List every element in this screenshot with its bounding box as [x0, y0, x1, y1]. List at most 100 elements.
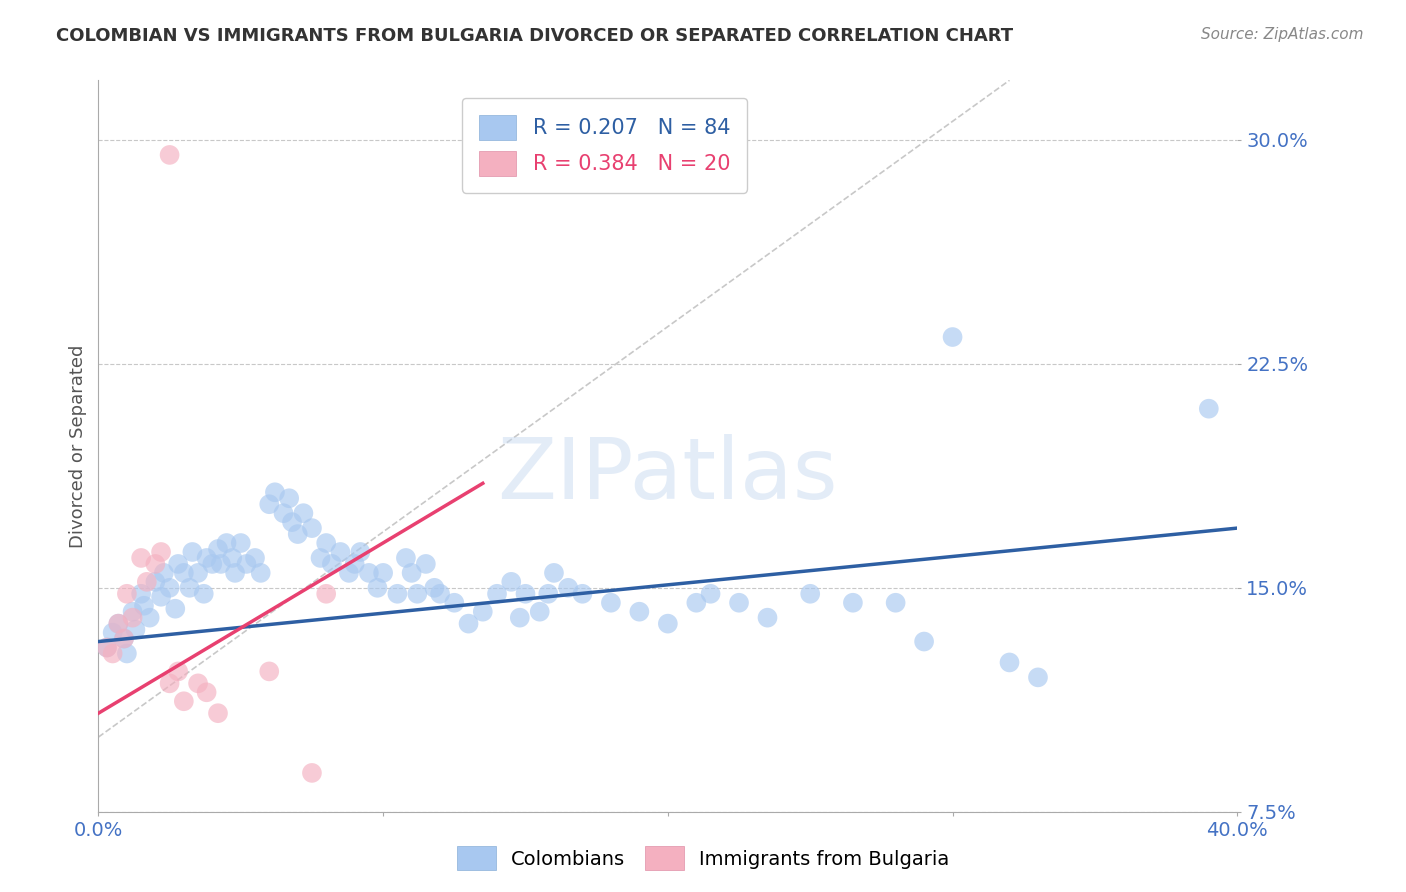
Point [571, 587, 593, 601]
Point [209, 557, 232, 571]
Point [543, 566, 565, 580]
Point [101, 625, 124, 640]
Point [259, 497, 281, 511]
Point [187, 676, 209, 690]
Point [315, 587, 337, 601]
Point [842, 596, 865, 610]
Point [457, 616, 479, 631]
Point [195, 551, 218, 566]
Point [884, 596, 907, 610]
Point [173, 566, 195, 580]
Point [145, 574, 167, 589]
Point [423, 581, 446, 595]
Point [486, 587, 509, 601]
Point [96, 640, 118, 655]
Point [329, 545, 352, 559]
Point [557, 581, 579, 595]
Legend: Colombians, Immigrants from Bulgaria: Colombians, Immigrants from Bulgaria [449, 838, 957, 878]
Text: COLOMBIAN VS IMMIGRANTS FROM BULGARIA DIVORCED OR SEPARATED CORRELATION CHART: COLOMBIAN VS IMMIGRANTS FROM BULGARIA DI… [56, 27, 1014, 45]
Point [501, 574, 523, 589]
Point [998, 656, 1021, 670]
Point [287, 527, 309, 541]
Point [229, 536, 252, 550]
Point [343, 557, 366, 571]
Point [165, 601, 187, 615]
Point [942, 330, 965, 344]
Point [373, 566, 395, 580]
Point [699, 587, 721, 601]
Point [112, 632, 135, 646]
Point [471, 605, 494, 619]
Point [173, 694, 195, 708]
Point [243, 551, 266, 566]
Point [167, 665, 190, 679]
Point [515, 587, 537, 601]
Text: ZIPatlas: ZIPatlas [498, 434, 838, 516]
Point [115, 587, 138, 601]
Point [799, 587, 821, 601]
Point [278, 491, 301, 506]
Point [1198, 401, 1220, 416]
Point [443, 596, 465, 610]
Point [366, 581, 388, 595]
Point [129, 587, 152, 601]
Point [145, 557, 167, 571]
Point [129, 551, 152, 566]
Point [187, 566, 209, 580]
Point [628, 605, 651, 619]
Point [315, 536, 337, 550]
Point [337, 566, 360, 580]
Point [509, 610, 531, 624]
Point [207, 706, 229, 721]
Point [1026, 670, 1049, 684]
Point [195, 685, 218, 699]
Point [181, 545, 204, 559]
Point [167, 557, 190, 571]
Point [107, 616, 129, 631]
Y-axis label: Divorced or Separated: Divorced or Separated [69, 344, 87, 548]
Point [224, 566, 246, 580]
Point [135, 574, 157, 589]
Point [600, 596, 623, 610]
Point [429, 587, 451, 601]
Point [756, 610, 779, 624]
Point [415, 557, 437, 571]
Point [150, 545, 173, 559]
Point [115, 647, 138, 661]
Point [292, 506, 315, 520]
Point [387, 587, 409, 601]
Point [395, 551, 418, 566]
Point [215, 536, 238, 550]
Point [96, 640, 118, 655]
Point [301, 765, 323, 780]
Point [101, 647, 124, 661]
Point [138, 610, 160, 624]
Legend: R = 0.207   N = 84, R = 0.384   N = 20: R = 0.207 N = 84, R = 0.384 N = 20 [463, 98, 747, 193]
Point [159, 148, 181, 162]
Point [107, 616, 129, 631]
Point [207, 541, 229, 556]
Point [537, 587, 560, 601]
Point [201, 557, 224, 571]
Point [406, 587, 429, 601]
Point [235, 557, 257, 571]
Point [301, 521, 323, 535]
Point [357, 566, 380, 580]
Point [159, 581, 181, 595]
Point [321, 557, 343, 571]
Text: Source: ZipAtlas.com: Source: ZipAtlas.com [1201, 27, 1364, 42]
Point [153, 566, 176, 580]
Point [179, 581, 201, 595]
Point [249, 566, 271, 580]
Point [193, 587, 215, 601]
Point [281, 515, 304, 529]
Point [273, 506, 295, 520]
Point [685, 596, 707, 610]
Point [150, 590, 173, 604]
Point [124, 623, 146, 637]
Point [121, 610, 143, 624]
Point [657, 616, 679, 631]
Point [728, 596, 751, 610]
Point [912, 634, 935, 648]
Point [264, 485, 287, 500]
